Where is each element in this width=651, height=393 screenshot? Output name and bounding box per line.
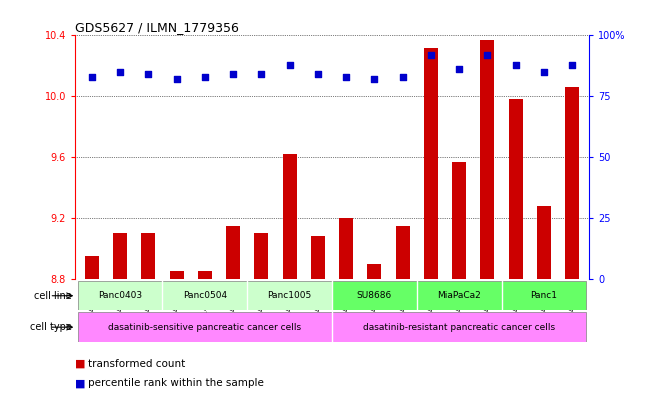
Bar (332, 281, 417, 310)
Bar (452, 162, 466, 279)
Bar (367, 264, 381, 279)
Bar (113, 233, 127, 279)
Bar (311, 237, 325, 279)
Bar (332, 312, 587, 342)
Bar (77, 312, 332, 342)
Text: Panc1005: Panc1005 (268, 291, 312, 300)
Text: dasatinib-sensitive pancreatic cancer cells: dasatinib-sensitive pancreatic cancer ce… (108, 323, 301, 332)
Text: percentile rank within the sample: percentile rank within the sample (88, 378, 264, 388)
Point (567, 61, 577, 68)
Bar (247, 281, 332, 310)
Bar (283, 154, 297, 279)
Text: MiaPaCa2: MiaPaCa2 (437, 291, 481, 300)
Point (312, 71, 323, 77)
Point (284, 61, 295, 68)
Point (369, 76, 380, 83)
Bar (508, 99, 523, 279)
Bar (424, 48, 438, 279)
Text: Panc1: Panc1 (531, 291, 557, 300)
Bar (85, 256, 99, 279)
Text: cell type: cell type (30, 322, 72, 332)
Point (171, 76, 182, 83)
Point (115, 69, 125, 75)
Text: SU8686: SU8686 (357, 291, 392, 300)
Text: Panc0403: Panc0403 (98, 291, 142, 300)
Point (256, 71, 266, 77)
Bar (396, 226, 409, 279)
Point (398, 73, 408, 80)
Bar (226, 226, 240, 279)
Bar (198, 272, 212, 279)
Text: transformed count: transformed count (88, 358, 185, 369)
Point (510, 61, 521, 68)
Point (454, 66, 464, 73)
Text: cell line: cell line (34, 291, 72, 301)
Bar (77, 281, 163, 310)
Bar (339, 218, 353, 279)
Text: GDS5627 / ILMN_1779356: GDS5627 / ILMN_1779356 (75, 21, 239, 34)
Text: ■: ■ (75, 378, 89, 388)
Bar (163, 281, 247, 310)
Bar (141, 233, 156, 279)
Point (341, 73, 352, 80)
Text: dasatinib-resistant pancreatic cancer cells: dasatinib-resistant pancreatic cancer ce… (363, 323, 555, 332)
Text: ■: ■ (75, 358, 89, 369)
Point (228, 71, 238, 77)
Text: Panc0504: Panc0504 (183, 291, 227, 300)
Point (426, 52, 436, 58)
Point (539, 69, 549, 75)
Bar (565, 87, 579, 279)
Bar (169, 272, 184, 279)
Bar (501, 281, 587, 310)
Bar (537, 206, 551, 279)
Bar (255, 233, 268, 279)
Point (482, 52, 493, 58)
Bar (417, 281, 501, 310)
Point (200, 73, 210, 80)
Point (143, 71, 154, 77)
Bar (480, 40, 495, 279)
Point (87, 73, 97, 80)
